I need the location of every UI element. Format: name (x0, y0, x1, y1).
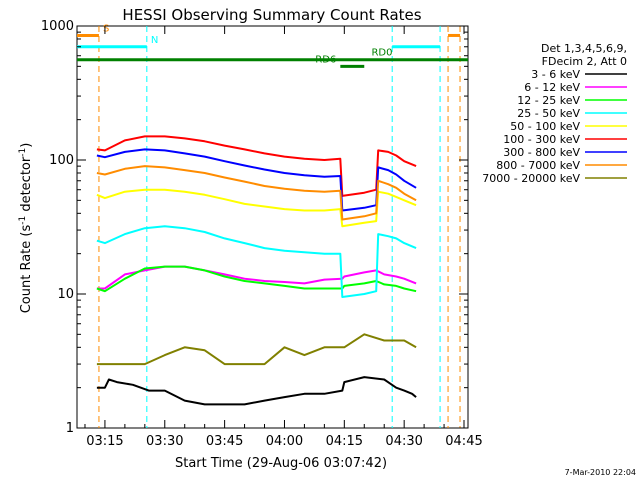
legend-label-8: 7000 - 20000 keV (482, 172, 580, 185)
x-tick-label-2: 03:45 (206, 434, 243, 449)
series-line-8 (96, 333, 417, 366)
flag-label-rd0: RD0 (371, 48, 392, 59)
y-axis-label-sup-2: -1 (18, 148, 28, 157)
event-markers (98, 26, 461, 428)
legend: Det 1,3,4,5,6,9, FDecim 2, Att 0 3 - 6 k… (482, 42, 627, 185)
series-line-4 (96, 188, 417, 228)
series-group (96, 135, 417, 406)
series-line-0 (96, 376, 417, 406)
x-tick-label-3: 04:00 (266, 434, 303, 449)
x-tick-label-5: 04:30 (385, 434, 422, 449)
observing-flags: S N RD0 RD6 (77, 23, 468, 68)
legend-label-3: 25 - 50 keV (517, 107, 580, 120)
y-axis: 1 10 100 1000 (41, 19, 468, 436)
x-tick-label-4: 04:15 (326, 434, 363, 449)
plot-frame (76, 25, 469, 429)
flag-label-s: S (103, 23, 109, 34)
x-tick-label-0: 03:15 (86, 434, 123, 449)
series-line-2 (96, 265, 417, 293)
series-line-3 (96, 225, 417, 298)
flag-label-rd6: RD6 (315, 54, 336, 65)
footer-timestamp: 7-Mar-2010 22:04 (565, 468, 636, 477)
y-tick-label-1: 10 (57, 287, 74, 302)
series-line-1 (96, 265, 417, 290)
legend-label-1: 6 - 12 keV (524, 81, 580, 94)
y-axis-label-part-3: ) (19, 143, 34, 148)
series-line-6 (96, 148, 417, 212)
flag-label-n: N (151, 35, 158, 46)
y-axis-label-part-1: Count Rate (s (19, 225, 34, 314)
series-line-5 (96, 135, 417, 197)
chart-title: HESSI Observing Summary Count Rates (122, 6, 421, 24)
legend-header-line-1: Det 1,3,4,5,6,9, (541, 42, 627, 55)
y-axis-label-part-2: detector (19, 156, 34, 216)
series-line-7 (96, 165, 417, 221)
plot-area (76, 25, 469, 429)
legend-label-2: 12 - 25 keV (517, 94, 580, 107)
x-axis-label: Start Time (29-Aug-06 03:07:42) (175, 456, 387, 471)
legend-label-0: 3 - 6 keV (531, 68, 580, 81)
legend-label-6: 300 - 800 keV (503, 146, 580, 159)
y-axis-label: Count Rate (s-1 detector-1) (18, 143, 34, 314)
x-axis: 03:15 03:30 03:45 04:00 04:15 04:30 04:45 (84, 26, 483, 449)
y-tick-label-3: 1000 (41, 19, 74, 34)
legend-header-line-2: FDecim 2, Att 0 (542, 55, 627, 68)
y-axis-label-sup-1: -1 (18, 216, 28, 225)
legend-label-4: 50 - 100 keV (510, 120, 580, 133)
legend-label-7: 800 - 7000 keV (496, 159, 580, 172)
y-tick-label-0: 1 (66, 421, 74, 436)
legend-label-5: 100 - 300 keV (503, 133, 580, 146)
y-tick-label-2: 100 (49, 153, 74, 168)
x-tick-label-1: 03:30 (146, 434, 183, 449)
x-tick-label-6: 04:45 (445, 434, 482, 449)
